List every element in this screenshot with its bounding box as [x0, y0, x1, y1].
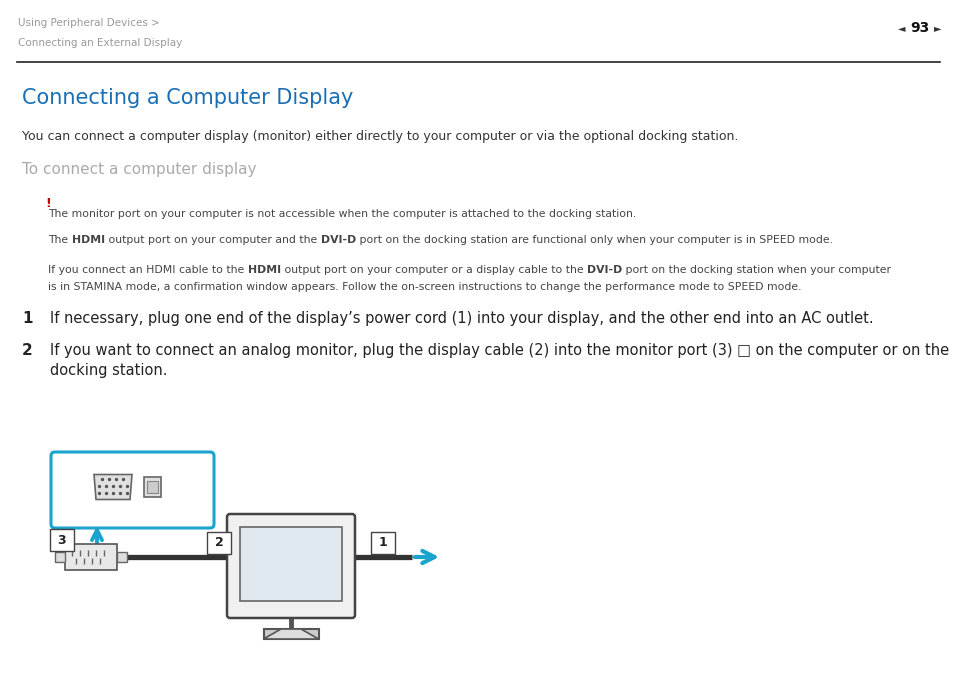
Text: DVI-D: DVI-D — [586, 265, 621, 275]
FancyBboxPatch shape — [371, 532, 395, 554]
Text: Connecting an External Display: Connecting an External Display — [18, 38, 182, 48]
Text: HDMI: HDMI — [71, 235, 105, 245]
Text: DVI-D: DVI-D — [320, 235, 355, 245]
Text: output port on your computer and the: output port on your computer and the — [105, 235, 320, 245]
Text: You can connect a computer display (monitor) either directly to your computer or: You can connect a computer display (moni… — [22, 130, 738, 143]
Text: If you want to connect an analog monitor, plug the display cable (2) into the mo: If you want to connect an analog monitor… — [50, 344, 948, 359]
Text: The: The — [48, 235, 71, 245]
Text: port on the docking station when your computer: port on the docking station when your co… — [621, 265, 890, 275]
Text: output port on your computer or a display cable to the: output port on your computer or a displa… — [280, 265, 586, 275]
FancyBboxPatch shape — [50, 529, 74, 551]
FancyBboxPatch shape — [207, 532, 231, 554]
FancyBboxPatch shape — [227, 514, 355, 618]
Text: The monitor port on your computer is not accessible when the computer is attache: The monitor port on your computer is not… — [48, 209, 636, 219]
Text: 2: 2 — [22, 344, 32, 359]
Text: port on the docking station are functional only when your computer is in SPEED m: port on the docking station are function… — [355, 235, 832, 245]
Text: 93: 93 — [909, 21, 928, 35]
Polygon shape — [94, 474, 132, 499]
Bar — [240, 527, 341, 601]
Text: is in STAMINA mode, a confirmation window appears. Follow the on-screen instruct: is in STAMINA mode, a confirmation windo… — [48, 282, 801, 291]
Text: 1: 1 — [22, 311, 32, 326]
Text: To connect a computer display: To connect a computer display — [22, 162, 256, 177]
Text: docking station.: docking station. — [50, 363, 168, 378]
Text: If you connect an HDMI cable to the: If you connect an HDMI cable to the — [48, 265, 248, 275]
Text: 2: 2 — [214, 537, 223, 549]
Bar — [117, 552, 127, 562]
Bar — [147, 481, 158, 493]
Bar — [55, 552, 65, 562]
Text: ◄: ◄ — [898, 23, 904, 33]
Bar — [263, 629, 318, 639]
Text: 3: 3 — [57, 534, 67, 547]
Text: ►: ► — [933, 23, 941, 33]
Polygon shape — [263, 629, 318, 639]
Text: If necessary, plug one end of the display’s power cord (1) into your display, an: If necessary, plug one end of the displa… — [50, 311, 873, 326]
Bar — [65, 544, 117, 570]
Text: Using Peripheral Devices >: Using Peripheral Devices > — [18, 18, 160, 28]
FancyBboxPatch shape — [51, 452, 213, 528]
Text: !: ! — [45, 197, 51, 210]
Bar — [144, 477, 161, 497]
Text: HDMI: HDMI — [248, 265, 280, 275]
Text: Connecting a Computer Display: Connecting a Computer Display — [22, 88, 353, 108]
Text: 1: 1 — [378, 537, 387, 549]
